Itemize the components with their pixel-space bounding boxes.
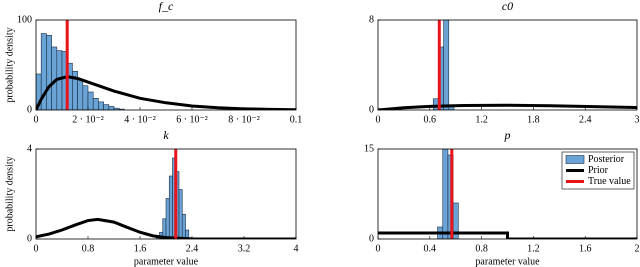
panel-title: c0 — [502, 0, 513, 13]
plot-area — [36, 149, 296, 239]
y-axis-label: probability density — [4, 27, 15, 102]
x-axis-label: parameter value — [475, 256, 540, 267]
prior-curve — [378, 231, 637, 239]
x-tick-label: 3 — [635, 114, 640, 125]
x-axis-label: parameter value — [134, 256, 199, 267]
histogram-bar — [92, 98, 99, 110]
x-tick-label: 6 · 10⁻² — [176, 114, 208, 125]
x-tick-label: 0 — [376, 243, 381, 254]
x-tick-label: 0 — [376, 114, 381, 125]
legend-label: Prior — [588, 165, 609, 176]
histogram-bar — [168, 175, 173, 239]
axes-frame — [35, 19, 297, 111]
panel-title: k — [163, 128, 169, 142]
histogram-bar — [46, 34, 52, 110]
x-tick-label: 1.6 — [134, 243, 147, 254]
histogram-bar — [442, 149, 449, 239]
panel-title: f_c — [159, 0, 174, 13]
x-tick-label: 1.6 — [579, 243, 592, 254]
x-tick-label: 3.2 — [238, 243, 251, 254]
x-tick-label: 2.4 — [186, 243, 199, 254]
plot-area — [378, 20, 637, 110]
histogram-bar — [103, 104, 110, 110]
x-tick-label: 1.2 — [475, 114, 488, 125]
x-tick-label: 4 — [294, 243, 299, 254]
histogram-bar — [185, 229, 190, 239]
histogram-bar — [87, 91, 94, 110]
plot-area — [378, 149, 637, 239]
y-tick-label: 100 — [17, 14, 32, 25]
x-tick-label: 0.1 — [290, 114, 303, 125]
x-tick-label: 0.4 — [424, 243, 437, 254]
histogram-bar — [82, 85, 89, 110]
x-tick-label: 4 · 10⁻² — [124, 114, 156, 125]
plot-area — [36, 20, 296, 110]
y-tick-label: 0 — [27, 104, 32, 115]
x-tick-label: 0 — [34, 114, 39, 125]
prior-curve — [378, 103, 637, 110]
histogram-bar — [165, 198, 170, 239]
histogram-bar — [108, 106, 115, 110]
y-tick-label: 0 — [369, 104, 374, 115]
x-tick-label: 2.4 — [579, 114, 592, 125]
y-tick-label: 15 — [364, 143, 374, 154]
panel-title: p — [504, 128, 511, 142]
legend-swatch — [565, 155, 585, 164]
x-tick-label: 0 — [34, 243, 39, 254]
prior-curve — [36, 75, 296, 110]
y-axis-label: probability density — [4, 156, 15, 231]
x-tick-label: 2 · 10⁻² — [72, 114, 104, 125]
x-tick-label: 1.2 — [527, 243, 540, 254]
y-tick-label: 0 — [369, 233, 374, 244]
x-tick-label: 2 — [635, 243, 640, 254]
y-tick-label: 8 — [369, 14, 374, 25]
legend-label: Posterior — [588, 154, 625, 165]
histogram-bar — [77, 79, 84, 110]
histogram-bar — [181, 213, 186, 239]
x-tick-label: 1.8 — [527, 114, 540, 125]
axes-frame — [377, 148, 638, 240]
histogram-bar — [443, 20, 450, 110]
x-tick-label: 0.6 — [424, 114, 437, 125]
y-tick-label: 4 — [27, 143, 32, 154]
axes-frame — [377, 19, 638, 111]
histogram-bar — [178, 189, 183, 239]
legend-label: True value — [588, 176, 631, 187]
histogram-bar — [98, 101, 104, 110]
x-tick-label: 0.8 — [475, 243, 488, 254]
x-tick-label: 0.8 — [82, 243, 95, 254]
histogram-bar — [432, 98, 439, 110]
y-tick-label: 0 — [27, 233, 32, 244]
x-tick-label: 8 · 10⁻² — [228, 114, 260, 125]
axes-frame — [35, 148, 297, 240]
